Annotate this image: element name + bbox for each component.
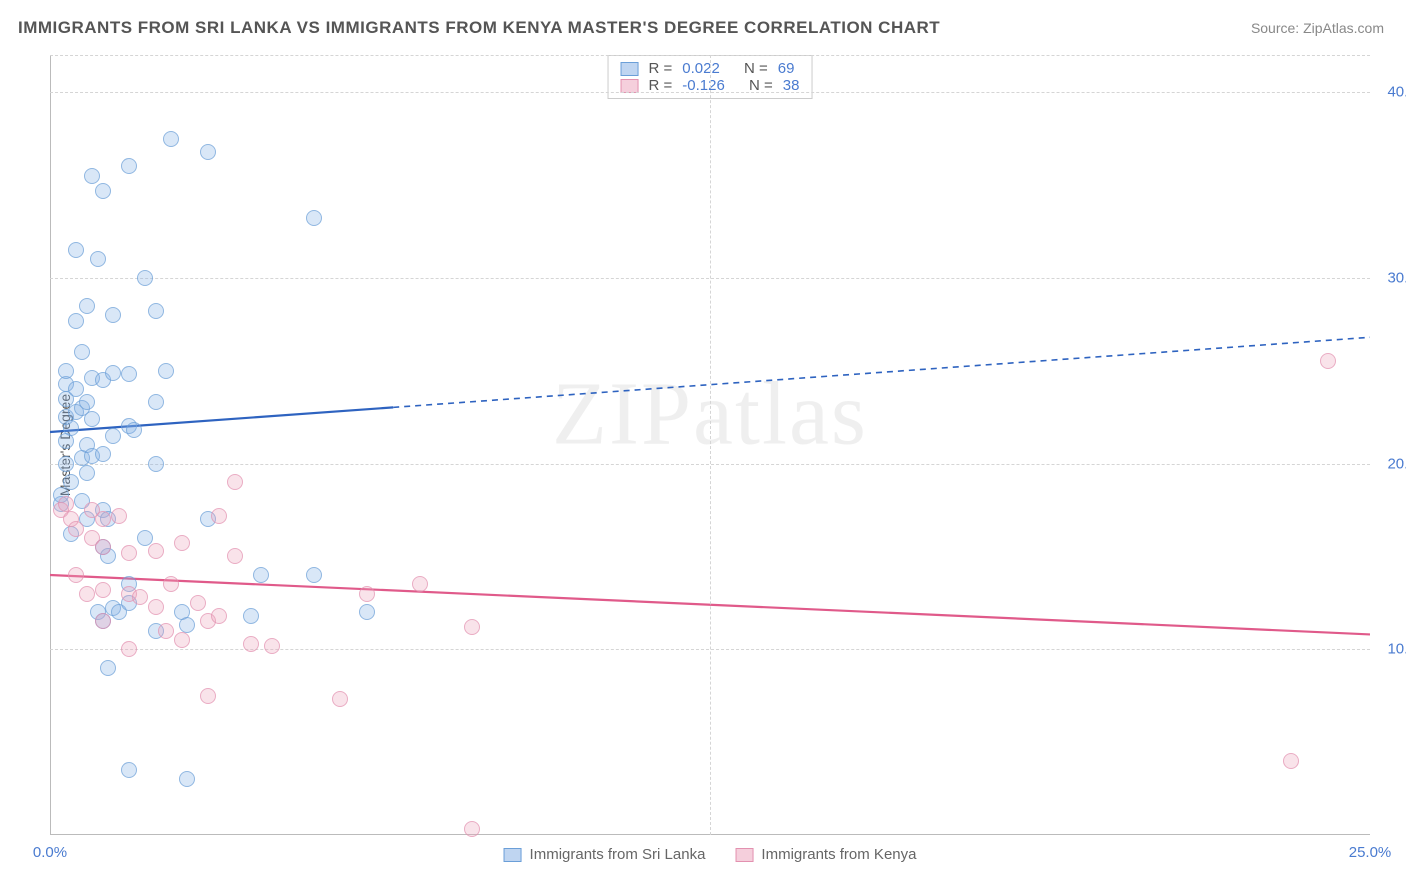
data-point <box>158 363 174 379</box>
data-point <box>190 595 206 611</box>
data-point <box>1320 353 1336 369</box>
data-point <box>84 411 100 427</box>
ytick-label: 40.0% <box>1375 84 1406 101</box>
data-point <box>332 691 348 707</box>
data-point <box>132 589 148 605</box>
ytick-label: 30.0% <box>1375 269 1406 286</box>
data-point <box>200 688 216 704</box>
data-point <box>200 144 216 160</box>
stats-swatch-1 <box>621 79 639 93</box>
data-point <box>68 521 84 537</box>
source-label: Source: ZipAtlas.com <box>1251 20 1384 36</box>
y-axis <box>50 55 51 835</box>
stats-r-label: R = <box>649 60 673 77</box>
data-point <box>1283 753 1299 769</box>
data-point <box>58 456 74 472</box>
data-point <box>121 641 137 657</box>
data-point <box>264 638 280 654</box>
data-point <box>126 422 142 438</box>
data-point <box>121 545 137 561</box>
xtick-label: 25.0% <box>1349 844 1392 861</box>
plot-region: ZIPatlas R = 0.022 N = 69 R = -0.126 N =… <box>50 55 1370 835</box>
legend-swatch-1 <box>735 848 753 862</box>
data-point <box>148 456 164 472</box>
data-point <box>79 586 95 602</box>
legend-label-1: Immigrants from Kenya <box>761 846 916 863</box>
xtick-label: 0.0% <box>33 844 67 861</box>
data-point <box>95 183 111 199</box>
data-point <box>95 446 111 462</box>
data-point <box>58 363 74 379</box>
data-point <box>148 543 164 559</box>
data-point <box>74 344 90 360</box>
data-point <box>148 394 164 410</box>
data-point <box>148 599 164 615</box>
data-point <box>227 474 243 490</box>
data-point <box>68 313 84 329</box>
stats-r-0: 0.022 <box>682 60 720 77</box>
data-point <box>95 582 111 598</box>
data-point <box>79 394 95 410</box>
data-point <box>84 168 100 184</box>
chart-area: Master's Degree ZIPatlas R = 0.022 N = 6… <box>50 55 1370 835</box>
data-point <box>100 660 116 676</box>
data-point <box>90 251 106 267</box>
data-point <box>163 131 179 147</box>
stats-n-label: N = <box>744 60 768 77</box>
stats-swatch-0 <box>621 62 639 76</box>
data-point <box>306 567 322 583</box>
data-point <box>359 604 375 620</box>
data-point <box>174 632 190 648</box>
data-point <box>68 242 84 258</box>
legend-label-0: Immigrants from Sri Lanka <box>530 846 706 863</box>
data-point <box>95 511 111 527</box>
data-point <box>211 608 227 624</box>
legend-item-0: Immigrants from Sri Lanka <box>504 846 706 863</box>
data-point <box>105 307 121 323</box>
data-point <box>79 298 95 314</box>
gridline-v <box>710 55 711 835</box>
data-point <box>105 428 121 444</box>
ytick-label: 10.0% <box>1375 641 1406 658</box>
chart-title: IMMIGRANTS FROM SRI LANKA VS IMMIGRANTS … <box>18 18 940 38</box>
data-point <box>227 548 243 564</box>
data-point <box>163 576 179 592</box>
data-point <box>174 535 190 551</box>
data-point <box>79 465 95 481</box>
data-point <box>253 567 269 583</box>
data-point <box>137 270 153 286</box>
data-point <box>464 619 480 635</box>
data-point <box>95 539 111 555</box>
data-point <box>243 636 259 652</box>
data-point <box>121 158 137 174</box>
data-point <box>243 608 259 624</box>
data-point <box>63 474 79 490</box>
data-point <box>105 365 121 381</box>
data-point <box>211 508 227 524</box>
data-point <box>179 617 195 633</box>
data-point <box>464 821 480 837</box>
data-point <box>121 762 137 778</box>
legend-item-1: Immigrants from Kenya <box>735 846 916 863</box>
data-point <box>359 586 375 602</box>
legend: Immigrants from Sri Lanka Immigrants fro… <box>504 846 917 863</box>
data-point <box>111 508 127 524</box>
data-point <box>306 210 322 226</box>
legend-swatch-0 <box>504 848 522 862</box>
data-point <box>68 567 84 583</box>
stats-n-0: 69 <box>778 60 795 77</box>
data-point <box>158 623 174 639</box>
data-point <box>179 771 195 787</box>
data-point <box>148 303 164 319</box>
data-point <box>95 613 111 629</box>
data-point <box>412 576 428 592</box>
data-point <box>121 366 137 382</box>
data-point <box>63 420 79 436</box>
data-point <box>58 496 74 512</box>
ytick-label: 20.0% <box>1375 455 1406 472</box>
